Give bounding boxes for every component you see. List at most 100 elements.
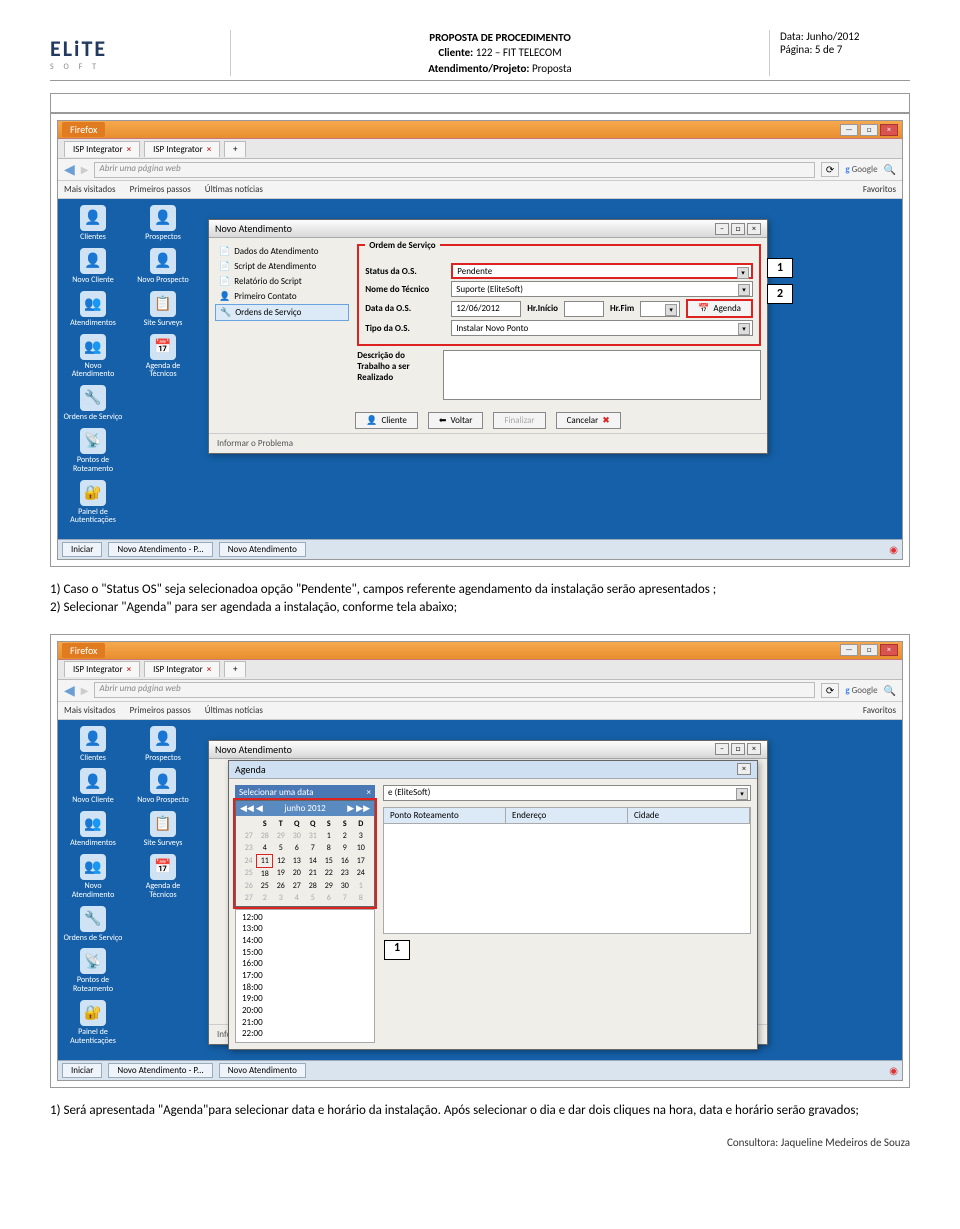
taskbar-item-2[interactable]: Novo Atendimento <box>219 1063 306 1078</box>
bookmark-ultimas[interactable]: Últimas notícias <box>205 705 263 716</box>
search-icon[interactable]: 🔍 <box>884 163 896 176</box>
icon-atendimentos[interactable]: 👥Atendimentos <box>63 291 123 328</box>
tipo-dropdown[interactable]: Instalar Novo Ponto▾ <box>451 320 753 336</box>
back-icon[interactable]: ◀ <box>64 682 75 699</box>
cancelar-button[interactable]: Cancelar ✖ <box>556 412 621 429</box>
desktop-icons-col1: 👤Clientes 👤Novo Cliente 👥Atendimentos 👥N… <box>58 720 128 1060</box>
pag-label: Página: <box>780 43 812 56</box>
modal-max-icon[interactable]: □ <box>731 223 745 235</box>
icon-painel[interactable]: 🔐Painel de Autenticações <box>63 1000 123 1046</box>
tecnico-field-2[interactable]: e (EliteSoft)▾ <box>383 785 751 801</box>
icon-ordens[interactable]: 🔧Ordens de Serviço <box>63 385 123 422</box>
firefox-button[interactable]: Firefox <box>62 122 105 137</box>
status-dropdown[interactable]: Pendente▾ <box>451 263 753 279</box>
icon-site-surveys[interactable]: 📋Site Surveys <box>133 291 193 328</box>
calendar-popup: ◀◀ ◀ junho 2012 ▶ ▶▶ STQQSSD 27282930311… <box>235 800 375 907</box>
minimize-icon[interactable]: — <box>840 644 858 656</box>
favoritos-button[interactable]: Favoritos <box>863 184 896 195</box>
finalizar-button[interactable]: Finalizar <box>493 412 545 429</box>
tab-isp-1[interactable]: ISP Integrator× <box>64 141 140 157</box>
firefox-button[interactable]: Firefox <box>62 643 105 658</box>
taskbar-2: Iniciar Novo Atendimento - P... Novo Ate… <box>58 1060 902 1080</box>
hrini-input[interactable] <box>564 301 604 317</box>
search-icon[interactable]: 🔍 <box>884 684 896 697</box>
calendar-grid[interactable]: STQQSSD 2728293031123 2345678910 2411121… <box>241 818 370 904</box>
agenda-button[interactable]: 📅 Agenda <box>686 299 753 318</box>
nav-dados[interactable]: 📄 Dados do Atendimento <box>215 244 349 259</box>
forward-icon[interactable]: ▶ <box>81 684 89 697</box>
pag-value: 5 de 7 <box>815 43 842 56</box>
minimize-icon[interactable]: — <box>840 124 858 136</box>
bookmark-primeiros[interactable]: Primeiros passos <box>130 705 191 716</box>
nav-ordens[interactable]: 🔧 Ordens de Serviço <box>215 304 349 321</box>
favoritos-button[interactable]: Favoritos <box>863 705 896 716</box>
popup-close-icon[interactable]: × <box>367 787 371 798</box>
icon-atendimentos[interactable]: 👥Atendimentos <box>63 811 123 848</box>
time-list[interactable]: 12:0013:0014:00 15:0016:0017:00 18:0019:… <box>235 909 375 1044</box>
tab-new[interactable]: + <box>224 661 246 677</box>
icon-pontos[interactable]: 📡Pontos de Roteamento <box>63 428 123 474</box>
modal-min-icon[interactable]: – <box>715 223 729 235</box>
reload-icon[interactable]: ⟳ <box>821 683 839 698</box>
icon-agenda-tec[interactable]: 📅Agenda de Técnicos <box>133 334 193 380</box>
icon-novo-atend[interactable]: 👥Novo Atendimento <box>63 854 123 900</box>
tab-isp-2[interactable]: ISP Integrator× <box>144 141 220 157</box>
cliente-value: 122 – FIT TELECOM <box>476 46 562 59</box>
voltar-button[interactable]: ⬅ Voltar <box>428 412 483 429</box>
icon-novo-cliente[interactable]: 👤Novo Cliente <box>63 248 123 285</box>
maximize-icon[interactable]: □ <box>860 644 878 656</box>
agenda-close-icon[interactable]: × <box>737 763 751 775</box>
nav-script[interactable]: 📄 Script de Atendimento <box>215 259 349 274</box>
icon-prospectos[interactable]: 👤Prospectos <box>133 726 193 763</box>
url-input[interactable]: Abrir uma página web <box>94 162 814 178</box>
url-input[interactable]: Abrir uma página web <box>94 682 814 698</box>
maximize-icon[interactable]: □ <box>860 124 878 136</box>
dataos-input[interactable]: 12/06/2012 <box>451 301 521 317</box>
taskbar-item-2[interactable]: Novo Atendimento <box>219 542 306 557</box>
tecnico-dropdown[interactable]: Suporte (EliteSoft)▾ <box>451 281 753 297</box>
nav-primeiro[interactable]: 👤 Primeiro Contato <box>215 289 349 304</box>
modal-min-icon[interactable]: – <box>715 743 729 755</box>
tab-isp-1[interactable]: ISP Integrator× <box>64 661 140 677</box>
reload-icon[interactable]: ⟳ <box>821 162 839 177</box>
iniciar-button[interactable]: Iniciar <box>62 542 102 557</box>
taskbar-item-1[interactable]: Novo Atendimento - P... <box>108 542 212 557</box>
modal-close-icon[interactable]: × <box>747 223 761 235</box>
bookmark-primeiros[interactable]: Primeiros passos <box>130 184 191 195</box>
search-engine-label: Google <box>852 164 878 175</box>
iniciar-button[interactable]: Iniciar <box>62 1063 102 1078</box>
bookmark-ultimas[interactable]: Últimas notícias <box>205 184 263 195</box>
hrfim-input[interactable]: ▾ <box>640 301 680 317</box>
icon-pontos[interactable]: 📡Pontos de Roteamento <box>63 948 123 994</box>
icon-novo-prosp[interactable]: 👤Novo Prospecto <box>133 768 193 805</box>
icon-clientes[interactable]: 👤Clientes <box>63 726 123 763</box>
icon-novo-prosp[interactable]: 👤Novo Prospecto <box>133 248 193 285</box>
nav-relatorio[interactable]: 📄 Relatório do Script <box>215 274 349 289</box>
cal-prev-icon[interactable]: ◀◀ ◀ <box>240 803 263 814</box>
modal-max-icon[interactable]: □ <box>731 743 745 755</box>
icon-clientes[interactable]: 👤Clientes <box>63 205 123 242</box>
cliente-button[interactable]: 👤 Cliente <box>355 412 418 429</box>
icon-site-surveys[interactable]: 📋Site Surveys <box>133 811 193 848</box>
close-icon[interactable]: × <box>880 644 898 656</box>
icon-painel[interactable]: 🔐Painel de Autenticações <box>63 480 123 526</box>
modal-novo-atendimento: Novo Atendimento – □ × 📄 Dados do Atendi… <box>208 219 768 454</box>
forward-icon[interactable]: ▶ <box>81 163 89 176</box>
icon-novo-cliente[interactable]: 👤Novo Cliente <box>63 768 123 805</box>
icon-prospectos[interactable]: 👤Prospectos <box>133 205 193 242</box>
icon-ordens[interactable]: 🔧Ordens de Serviço <box>63 906 123 943</box>
close-icon[interactable]: × <box>880 124 898 136</box>
bookmark-mais[interactable]: Mais visitados <box>64 184 116 195</box>
tab-new[interactable]: + <box>224 141 246 157</box>
taskbar-item-1[interactable]: Novo Atendimento - P... <box>108 1063 212 1078</box>
desc-textarea[interactable] <box>443 350 761 400</box>
back-icon[interactable]: ◀ <box>64 161 75 178</box>
tab-isp-2[interactable]: ISP Integrator× <box>144 661 220 677</box>
cal-next-icon[interactable]: ▶ ▶▶ <box>347 803 370 814</box>
bookmark-mais[interactable]: Mais visitados <box>64 705 116 716</box>
icon-novo-atend[interactable]: 👥Novo Atendimento <box>63 334 123 380</box>
grid-body[interactable] <box>383 824 751 934</box>
icon-agenda-tec[interactable]: 📅Agenda de Técnicos <box>133 854 193 900</box>
modal-close-icon[interactable]: × <box>747 743 761 755</box>
tray-icon: ◉ <box>889 1064 898 1077</box>
